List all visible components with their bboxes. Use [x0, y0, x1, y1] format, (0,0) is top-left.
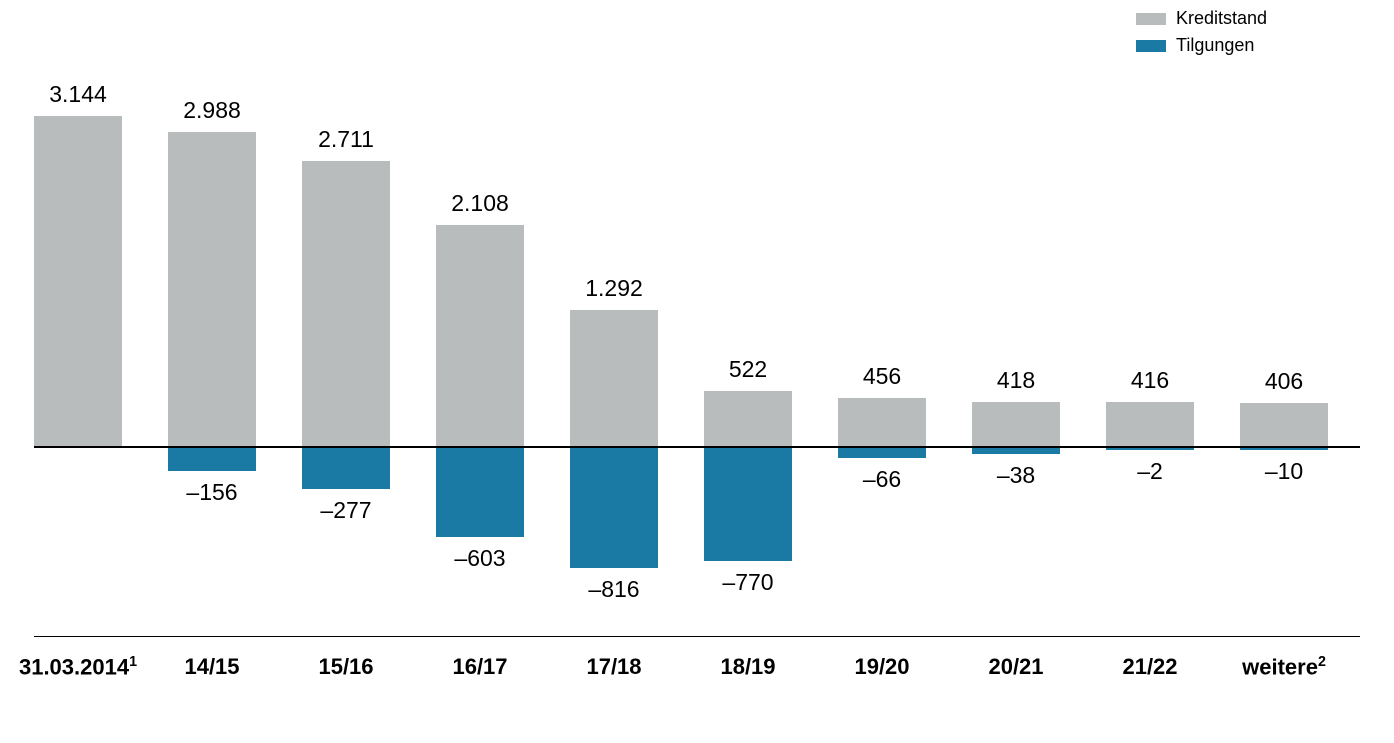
value-label-kreditstand: 522 [684, 356, 812, 383]
bar-tilgungen [1240, 448, 1328, 450]
value-label-kreditstand: 416 [1086, 367, 1214, 394]
bar-kreditstand [168, 132, 256, 446]
value-label-kreditstand: 2.108 [416, 190, 544, 217]
axis-category-label: 17/18 [547, 654, 681, 680]
bar-tilgungen [302, 448, 390, 489]
value-label-tilgungen: –816 [550, 576, 678, 603]
value-label-tilgungen: –277 [282, 497, 410, 524]
axis-category-label: weitere2 [1217, 654, 1351, 680]
value-label-tilgungen: –10 [1220, 458, 1348, 485]
bar-kreditstand [704, 391, 792, 446]
value-label-kreditstand: 456 [818, 363, 946, 390]
axis-category-label: 21/22 [1083, 654, 1217, 680]
value-label-tilgungen: –38 [952, 462, 1080, 489]
axis-category-label: 19/20 [815, 654, 949, 680]
axis-bottom-line [34, 636, 1360, 637]
axis-category-label: 15/16 [279, 654, 413, 680]
value-label-tilgungen: –66 [818, 466, 946, 493]
bar-kreditstand [436, 225, 524, 446]
value-label-tilgungen: –603 [416, 545, 544, 572]
bar-kreditstand [570, 310, 658, 446]
bar-kreditstand [302, 161, 390, 446]
value-label-kreditstand: 3.144 [14, 81, 142, 108]
axis-category-label: 16/17 [413, 654, 547, 680]
bar-kreditstand [1240, 403, 1328, 446]
bar-kreditstand [1106, 402, 1194, 446]
value-label-kreditstand: 418 [952, 367, 1080, 394]
bar-tilgungen [704, 448, 792, 561]
axis-category-label: 20/21 [949, 654, 1083, 680]
value-label-kreditstand: 2.988 [148, 97, 276, 124]
bar-kreditstand [838, 398, 926, 446]
axis-category-label: 18/19 [681, 654, 815, 680]
bar-tilgungen [168, 448, 256, 471]
bar-tilgungen [436, 448, 524, 537]
bar-kreditstand [972, 402, 1060, 446]
bar-tilgungen [972, 448, 1060, 454]
axis-category-label: 31.03.20141 [11, 654, 145, 680]
bar-tilgungen [838, 448, 926, 458]
bar-tilgungen [1106, 448, 1194, 450]
value-label-kreditstand: 1.292 [550, 275, 678, 302]
chart-area: 3.144 31.03.20141 2.988 –156 14/15 2.711 –277 1… [0, 0, 1394, 743]
bar-kreditstand [34, 116, 122, 446]
value-label-tilgungen: –2 [1086, 458, 1214, 485]
bar-tilgungen [570, 448, 658, 568]
value-label-tilgungen: –770 [684, 569, 812, 596]
axis-category-label: 14/15 [145, 654, 279, 680]
value-label-kreditstand: 406 [1220, 368, 1348, 395]
value-label-tilgungen: –156 [148, 479, 276, 506]
value-label-kreditstand: 2.711 [282, 126, 410, 153]
